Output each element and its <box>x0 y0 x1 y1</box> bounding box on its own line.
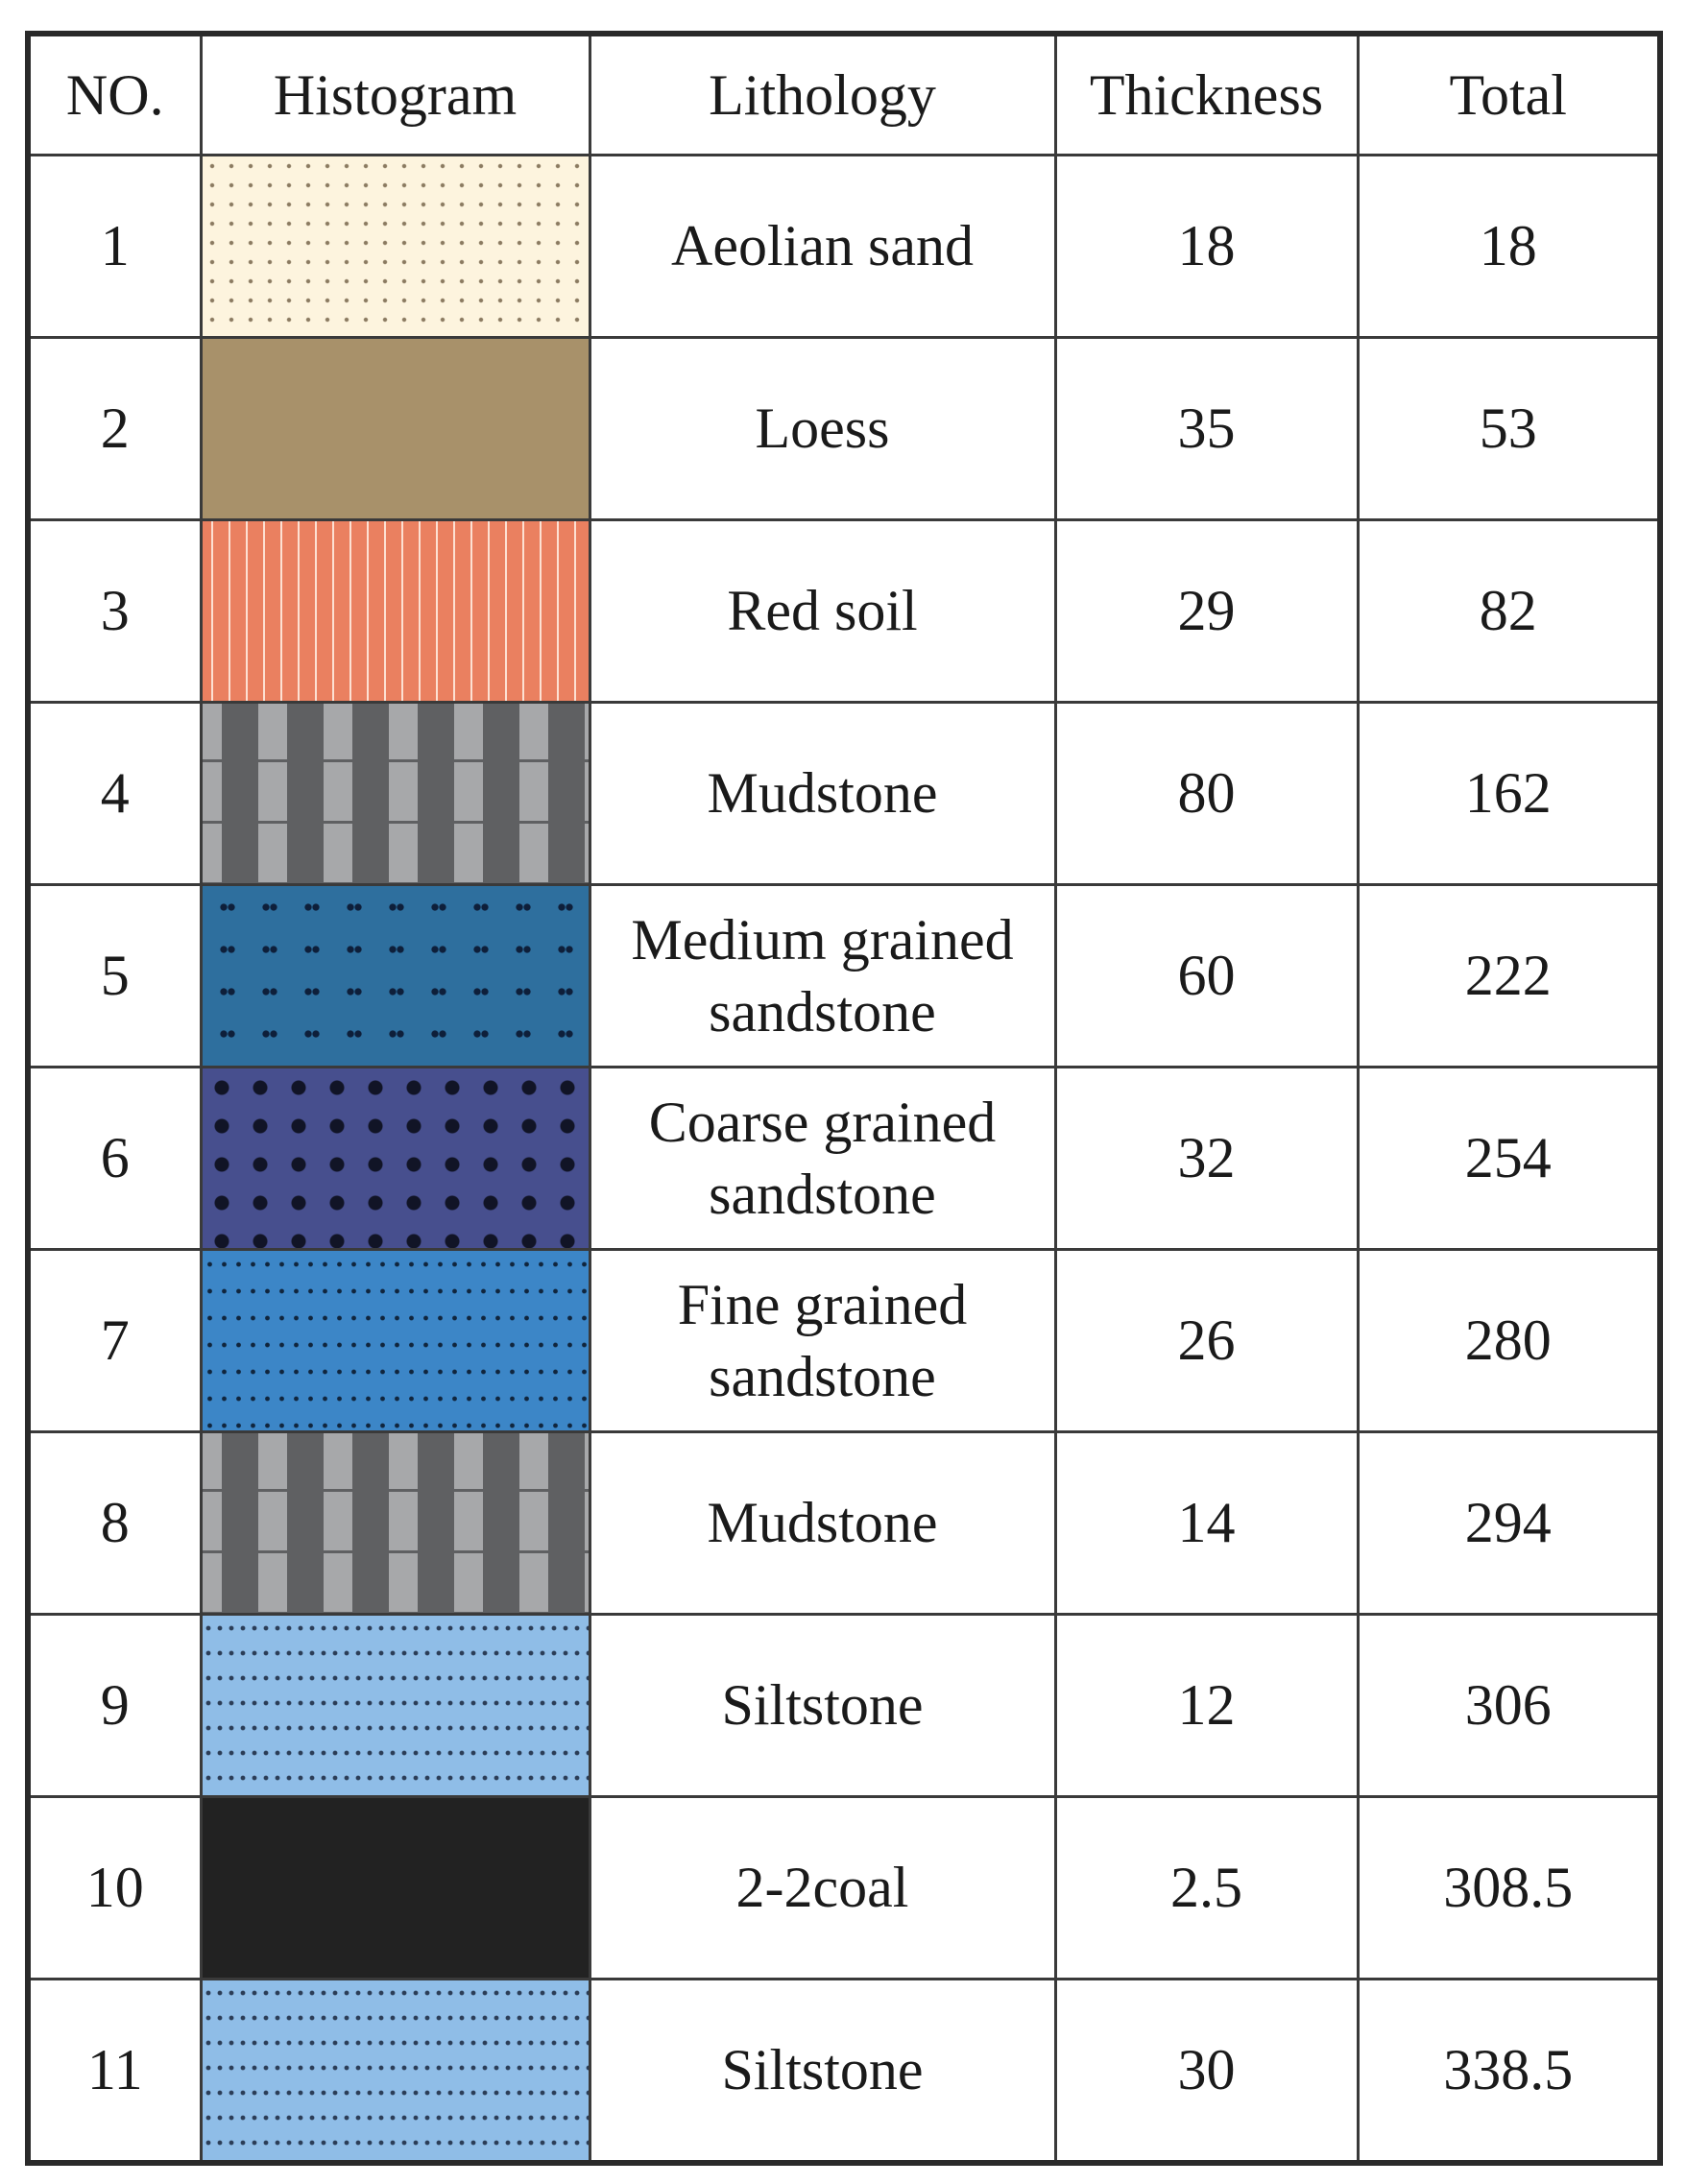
histogram-cell <box>199 1248 591 1433</box>
mudstone-pattern <box>202 704 589 883</box>
histogram-cell <box>199 1978 591 2165</box>
table-row: 2 Loess 35 53 <box>26 336 1662 521</box>
total-depth-value: 306 <box>1356 1613 1662 1798</box>
histogram-cell <box>199 1066 591 1251</box>
layer-number: 2 <box>26 336 203 521</box>
total-depth-value: 254 <box>1356 1066 1662 1251</box>
coarse-grained-sandstone-pattern <box>202 1068 589 1248</box>
layer-number: 8 <box>26 1430 203 1616</box>
header-thickness: Thickness <box>1053 32 1360 156</box>
thickness-value: 29 <box>1053 518 1360 704</box>
siltstone-pattern <box>202 1616 589 1795</box>
aeolian-sand-pattern <box>202 156 589 336</box>
table-row: 5 Medium grained sandstone 60 222 <box>26 883 1662 1068</box>
layer-number: 7 <box>26 1248 203 1433</box>
layer-number: 1 <box>26 154 203 339</box>
header-no: NO. <box>26 32 203 156</box>
histogram-cell <box>199 518 591 704</box>
total-depth-value: 18 <box>1356 154 1662 339</box>
total-depth-value: 82 <box>1356 518 1662 704</box>
lithology-name: Coarse grained sandstone <box>588 1066 1057 1251</box>
red-soil-pattern <box>202 521 589 701</box>
thickness-value: 60 <box>1053 883 1360 1068</box>
lithology-name: Medium grained sandstone <box>588 883 1057 1068</box>
lithology-name: Aeolian sand <box>588 154 1057 339</box>
table-body: 1 Aeolian sand 18 18 2 Loess 35 53 3 Red soil 29 82… <box>26 154 1662 2165</box>
histogram-cell <box>199 336 591 521</box>
medium-grained-sandstone-pattern <box>202 886 589 1066</box>
table-row: 10 2-2coal 2.5 308.5 <box>26 1795 1662 1980</box>
lithology-name: Siltstone <box>588 1613 1057 1798</box>
total-depth-value: 280 <box>1356 1248 1662 1433</box>
thickness-value: 2.5 <box>1053 1795 1360 1980</box>
header-total: Total <box>1356 32 1662 156</box>
header-row: NO. Histogram Lithology Thickness Total <box>26 32 1662 156</box>
lithology-name: Red soil <box>588 518 1057 704</box>
coal-pattern <box>202 1798 589 1978</box>
histogram-cell <box>199 1795 591 1980</box>
thickness-value: 30 <box>1053 1978 1360 2165</box>
table-row: 4 Mudstone 80 162 <box>26 701 1662 886</box>
table-row: 3 Red soil 29 82 <box>26 518 1662 704</box>
table-row: 9 Siltstone 12 306 <box>26 1613 1662 1798</box>
lithology-name: Mudstone <box>588 701 1057 886</box>
table-row: 11 Siltstone 30 338.5 <box>26 1978 1662 2165</box>
header-histogram: Histogram <box>199 32 591 156</box>
total-depth-value: 308.5 <box>1356 1795 1662 1980</box>
total-depth-value: 294 <box>1356 1430 1662 1616</box>
thickness-value: 18 <box>1053 154 1360 339</box>
fine-grained-sandstone-pattern <box>202 1251 589 1430</box>
total-depth-value: 222 <box>1356 883 1662 1068</box>
histogram-cell <box>199 1613 591 1798</box>
thickness-value: 35 <box>1053 336 1360 521</box>
total-depth-value: 338.5 <box>1356 1978 1662 2165</box>
siltstone-pattern <box>202 1980 589 2160</box>
table-row: 8 Mudstone 14 294 <box>26 1430 1662 1616</box>
thickness-value: 32 <box>1053 1066 1360 1251</box>
loess-pattern <box>202 339 589 518</box>
lithology-name: 2-2coal <box>588 1795 1057 1980</box>
table-row: 7 Fine grained sandstone 26 280 <box>26 1248 1662 1433</box>
layer-number: 6 <box>26 1066 203 1251</box>
table-row: 6 Coarse grained sandstone 32 254 <box>26 1066 1662 1251</box>
header-lithology: Lithology <box>588 32 1057 156</box>
histogram-cell <box>199 1430 591 1616</box>
total-depth-value: 53 <box>1356 336 1662 521</box>
layer-number: 5 <box>26 883 203 1068</box>
layer-number: 11 <box>26 1978 203 2165</box>
table-row: 1 Aeolian sand 18 18 <box>26 154 1662 339</box>
mudstone-pattern <box>202 1433 589 1613</box>
lithology-name: Fine grained sandstone <box>588 1248 1057 1433</box>
thickness-value: 12 <box>1053 1613 1360 1798</box>
layer-number: 4 <box>26 701 203 886</box>
thickness-value: 26 <box>1053 1248 1360 1433</box>
stratigraphic-column-table: NO. Histogram Lithology Thickness Total … <box>25 31 1663 2166</box>
histogram-cell <box>199 883 591 1068</box>
thickness-value: 80 <box>1053 701 1360 886</box>
histogram-cell <box>199 701 591 886</box>
lithology-name: Siltstone <box>588 1978 1057 2165</box>
layer-number: 9 <box>26 1613 203 1798</box>
layer-number: 10 <box>26 1795 203 1980</box>
thickness-value: 14 <box>1053 1430 1360 1616</box>
layer-number: 3 <box>26 518 203 704</box>
histogram-cell <box>199 154 591 339</box>
lithology-name: Mudstone <box>588 1430 1057 1616</box>
lithology-name: Loess <box>588 336 1057 521</box>
total-depth-value: 162 <box>1356 701 1662 886</box>
